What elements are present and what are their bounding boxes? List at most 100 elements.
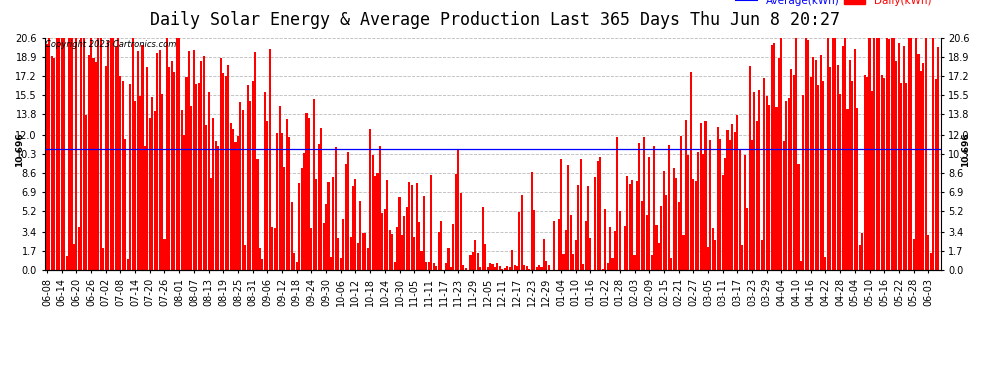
Bar: [755, 121, 758, 270]
Bar: [320, 128, 322, 270]
Bar: [773, 44, 775, 270]
Bar: [670, 258, 672, 270]
Bar: [364, 234, 366, 270]
Bar: [798, 164, 800, 270]
Bar: [354, 178, 356, 270]
Bar: [374, 176, 376, 270]
Bar: [148, 118, 150, 270]
Bar: [213, 118, 215, 270]
Bar: [722, 175, 724, 270]
Bar: [697, 153, 699, 270]
Bar: [802, 95, 805, 270]
Bar: [734, 132, 736, 270]
Bar: [496, 263, 498, 270]
Bar: [743, 155, 745, 270]
Bar: [619, 210, 621, 270]
Bar: [842, 46, 843, 270]
Bar: [858, 245, 860, 270]
Bar: [163, 239, 165, 270]
Bar: [677, 202, 679, 270]
Bar: [386, 180, 388, 270]
Bar: [675, 178, 677, 270]
Bar: [288, 137, 290, 270]
Bar: [268, 49, 271, 270]
Bar: [95, 62, 97, 270]
Bar: [352, 186, 354, 270]
Bar: [822, 81, 824, 270]
Bar: [748, 66, 750, 270]
Bar: [452, 224, 454, 270]
Bar: [770, 45, 772, 270]
Bar: [890, 38, 893, 270]
Bar: [173, 72, 175, 270]
Bar: [575, 240, 577, 270]
Bar: [491, 264, 494, 270]
Bar: [203, 56, 205, 270]
Bar: [732, 124, 734, 270]
Bar: [75, 38, 77, 270]
Bar: [863, 75, 865, 270]
Bar: [193, 50, 195, 270]
Bar: [768, 105, 770, 270]
Bar: [935, 79, 937, 270]
Bar: [161, 94, 163, 270]
Bar: [614, 231, 616, 270]
Bar: [531, 172, 533, 270]
Bar: [727, 130, 729, 270]
Bar: [215, 141, 217, 270]
Bar: [144, 146, 146, 270]
Bar: [240, 102, 242, 270]
Bar: [644, 137, 645, 270]
Bar: [650, 255, 652, 270]
Bar: [742, 245, 743, 270]
Bar: [648, 157, 650, 270]
Bar: [848, 60, 851, 270]
Bar: [739, 149, 741, 270]
Bar: [785, 100, 787, 270]
Bar: [58, 38, 60, 270]
Bar: [584, 221, 587, 270]
Bar: [538, 266, 541, 270]
Bar: [333, 177, 335, 270]
Bar: [139, 96, 141, 270]
Bar: [685, 120, 687, 270]
Bar: [153, 111, 155, 270]
Bar: [893, 38, 895, 270]
Bar: [607, 263, 609, 270]
Bar: [308, 118, 310, 270]
Bar: [930, 252, 932, 270]
Bar: [582, 264, 584, 270]
Bar: [303, 153, 305, 270]
Bar: [680, 136, 682, 270]
Bar: [504, 268, 506, 270]
Bar: [817, 86, 819, 270]
Bar: [117, 38, 119, 270]
Bar: [910, 38, 912, 270]
Bar: [866, 77, 868, 270]
Bar: [125, 139, 127, 270]
Bar: [359, 201, 361, 270]
Bar: [895, 62, 898, 270]
Text: Copyright 2023 Cartronics.com: Copyright 2023 Cartronics.com: [46, 40, 177, 49]
Bar: [168, 67, 170, 270]
Bar: [937, 46, 940, 270]
Bar: [837, 65, 839, 270]
Bar: [905, 83, 907, 270]
Bar: [438, 232, 440, 270]
Bar: [873, 38, 875, 270]
Bar: [449, 267, 452, 270]
Bar: [70, 38, 72, 270]
Bar: [482, 207, 484, 270]
Bar: [330, 257, 332, 270]
Bar: [356, 243, 359, 270]
Bar: [276, 134, 278, 270]
Bar: [918, 54, 920, 270]
Bar: [271, 227, 273, 270]
Bar: [97, 38, 99, 270]
Bar: [235, 142, 237, 270]
Text: Daily Solar Energy & Average Production Last 365 Days Thu Jun 8 20:27: Daily Solar Energy & Average Production …: [150, 11, 840, 29]
Bar: [501, 269, 503, 270]
Bar: [53, 58, 55, 270]
Bar: [509, 267, 511, 270]
Bar: [381, 213, 383, 270]
